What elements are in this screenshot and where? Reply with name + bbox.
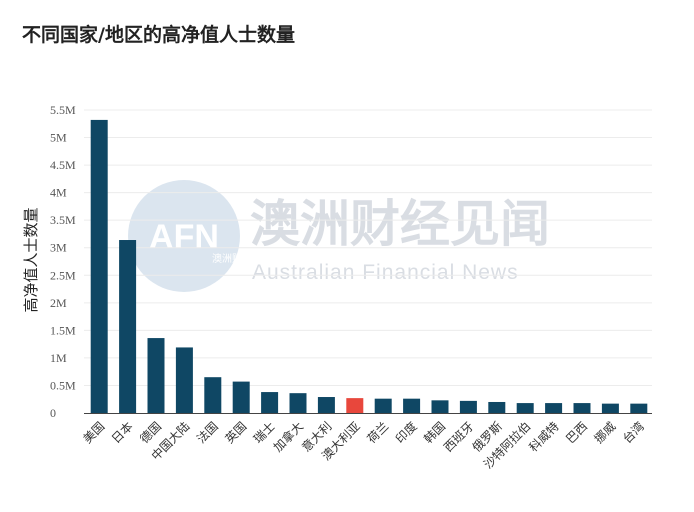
bar-3	[147, 338, 165, 413]
y-axis-ticks: 0 0.5M 1M 1.5M 2M 2.5M 3M 3.5M 4M 4.5M 5M 5.5M	[50, 103, 76, 420]
watermark-title: 澳洲财经见闻	[250, 195, 550, 253]
y-tick-label: 4.5M	[50, 158, 76, 172]
bar-7	[261, 392, 279, 413]
bar-20	[630, 403, 648, 413]
bar-18	[573, 403, 591, 413]
bar-10	[346, 398, 364, 413]
y-tick-label: 1.5M	[50, 323, 76, 337]
y-tick-label: 0	[50, 406, 56, 420]
y-tick-label: 5.5M	[50, 103, 76, 117]
bars	[90, 119, 648, 413]
bar-6	[232, 381, 250, 413]
bar-17	[545, 403, 563, 413]
x-category-label: 加拿大	[270, 419, 306, 455]
x-category-label: 荷兰	[364, 419, 391, 446]
bar-19	[601, 403, 619, 413]
watermark-logo-small: 澳洲财经	[212, 252, 252, 265]
x-category-label: 印度	[392, 419, 420, 447]
x-category-label: 日本	[109, 419, 136, 446]
y-tick-label: 2.5M	[50, 268, 76, 282]
x-category-label: 美国	[80, 419, 107, 446]
watermark-logo-circle	[128, 180, 240, 292]
x-category-label: 挪威	[592, 419, 619, 446]
bar-14	[459, 400, 477, 413]
x-category-label: 科威特	[526, 419, 562, 455]
bar-4	[175, 347, 193, 413]
grid-lines	[84, 109, 652, 386]
y-tick-label: 2M	[50, 296, 67, 310]
bar-1	[90, 119, 108, 413]
watermark-logo-text: AFN	[149, 218, 219, 256]
bar-13	[431, 400, 449, 413]
y-tick-label: 3M	[50, 241, 67, 255]
watermark-subtitle: Australian Financial News	[252, 261, 519, 284]
bar-12	[403, 398, 421, 413]
bar-5	[204, 377, 222, 413]
bar-15	[488, 401, 506, 413]
bar-16	[516, 403, 534, 413]
x-category-label: 法国	[194, 419, 221, 446]
x-category-label: 西班牙	[441, 419, 476, 454]
x-category-label: 英国	[222, 419, 249, 446]
x-category-label: 巴西	[563, 419, 590, 446]
y-axis-label: 高净值人士数量	[22, 207, 40, 312]
y-tick-label: 1M	[50, 351, 67, 365]
bar-11	[374, 398, 392, 413]
bar-8	[289, 393, 307, 413]
bar-9	[317, 397, 335, 413]
y-tick-label: 0.5M	[50, 378, 76, 392]
x-category-label: 台湾	[619, 419, 647, 447]
y-tick-label: 5M	[50, 131, 67, 145]
watermark: AFN 澳洲财经 澳洲财经见闻 Australian Financial New…	[128, 180, 550, 292]
bar-2	[119, 240, 137, 413]
y-tick-label: 3.5M	[50, 213, 76, 227]
y-tick-label: 4M	[50, 186, 67, 200]
chart-title: 不同国家/地区的高净值人士数量	[22, 24, 295, 46]
